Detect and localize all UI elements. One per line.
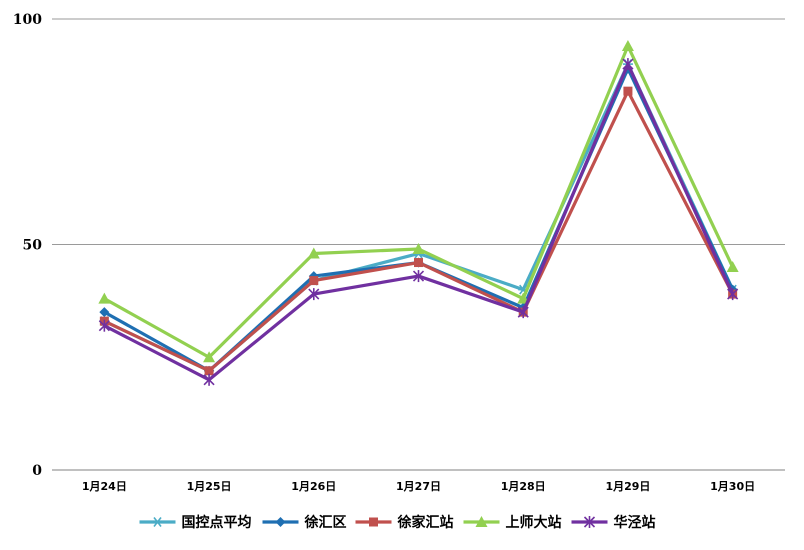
legend-marker xyxy=(369,517,378,527)
data-point xyxy=(414,258,423,268)
legend-item: 徐家汇站 xyxy=(355,514,454,531)
x-tick-label: 1月25日 xyxy=(187,480,232,493)
data-point xyxy=(623,86,633,96)
legend-marker xyxy=(475,516,488,527)
legend-item: 国控点平均 xyxy=(139,514,252,531)
axis-layer: 0 50 100 1月24日 1月25日 1月26日 1月27日 1月28日 1月29日 1月30… xyxy=(13,12,755,493)
data-point xyxy=(98,319,110,332)
series-layer xyxy=(98,40,739,386)
legend-label: 国控点平均 xyxy=(182,514,252,531)
y-tick-label: 50 xyxy=(23,238,43,254)
data-point xyxy=(203,373,215,386)
data-point xyxy=(517,306,529,319)
data-point xyxy=(412,243,425,255)
data-point xyxy=(622,58,634,71)
legend-item: 华泾站 xyxy=(571,514,656,531)
legend-item: 徐汇区 xyxy=(262,514,347,531)
legend: 国控点平均 徐汇区 徐家汇站 上师大站 华泾站 xyxy=(139,514,656,531)
x-tick-label: 1月29日 xyxy=(605,480,650,493)
series-1 xyxy=(99,59,738,376)
data-point xyxy=(308,288,320,301)
x-tick-label: 1月28日 xyxy=(501,480,546,493)
data-point xyxy=(726,261,739,273)
legend-label: 徐汇区 xyxy=(304,514,347,531)
x-tick-label: 1月30日 xyxy=(710,480,755,493)
legend-item: 上师大站 xyxy=(463,514,562,531)
data-point xyxy=(204,366,214,376)
legend-label: 华泾站 xyxy=(614,514,656,531)
legend-label: 上师大站 xyxy=(506,514,562,531)
data-point xyxy=(99,307,110,318)
series-3 xyxy=(99,86,738,376)
data-point xyxy=(727,288,739,301)
legend-marker xyxy=(583,516,596,528)
data-point xyxy=(517,292,530,304)
legend-marker xyxy=(152,517,163,527)
data-point xyxy=(307,247,320,259)
y-tick-label: 0 xyxy=(32,463,42,479)
data-point xyxy=(309,276,319,286)
series-line xyxy=(102,89,735,373)
series-4 xyxy=(98,40,739,363)
data-point xyxy=(621,40,634,52)
data-point xyxy=(203,351,216,363)
x-tick-label: 1月24日 xyxy=(82,480,127,493)
legend-marker xyxy=(275,517,286,527)
data-point xyxy=(98,292,111,304)
series-2 xyxy=(99,63,738,376)
legend-label: 徐家汇站 xyxy=(397,514,454,531)
x-tick-label: 1月27日 xyxy=(396,480,441,493)
series-5 xyxy=(98,58,739,386)
data-point xyxy=(412,270,425,283)
y-tick-label: 100 xyxy=(13,12,42,28)
x-tick-label: 1月26日 xyxy=(291,480,336,493)
